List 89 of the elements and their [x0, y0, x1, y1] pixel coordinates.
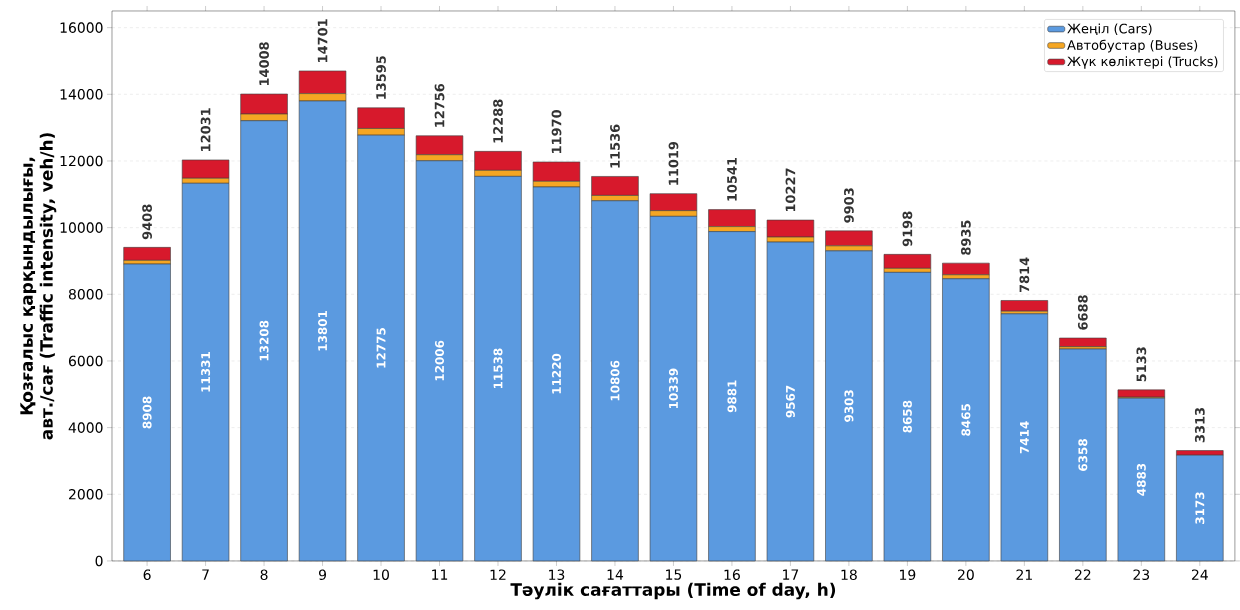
- data-label: 6358: [1078, 439, 1088, 471]
- y-tick-label: 16000: [60, 22, 103, 33]
- x-tick-label: 20: [958, 569, 974, 581]
- x-tick-label: 13: [549, 569, 565, 581]
- x-tick-label: 9: [318, 569, 326, 581]
- total-label: 11019: [668, 141, 679, 185]
- total-label: 10227: [785, 168, 796, 212]
- y-axis-title: Қозғалыс қарқындылығы, авт./сағ (Traffic intensity, veh/h): [20, 133, 57, 440]
- total-label: 12288: [493, 99, 503, 143]
- y-tick-label: 10000: [60, 222, 103, 233]
- total-label: 10541: [727, 157, 737, 201]
- y-tick-label: 2000: [69, 489, 103, 500]
- x-tick-label: 6: [143, 569, 151, 581]
- x-tick-label: 23: [1133, 569, 1150, 581]
- legend-label: Автобустар (Buses): [1067, 39, 1198, 53]
- x-tick-label: 18: [841, 569, 857, 581]
- data-label: 11331: [201, 352, 211, 392]
- bar: [415, 135, 464, 156]
- data-label: 8658: [902, 400, 912, 433]
- data-label: 10806: [610, 360, 620, 401]
- bar: [883, 254, 932, 269]
- bar: [708, 209, 756, 227]
- data-label: 11538: [493, 348, 503, 389]
- legend-label: Жүк көліктері (Trucks): [1067, 56, 1218, 69]
- data-label: 7414: [1020, 421, 1029, 454]
- data-label: 8465: [961, 404, 971, 436]
- x-tick-label: 10: [373, 569, 389, 581]
- x-tick-label: 15: [666, 569, 682, 580]
- x-tick-label: 12: [490, 569, 506, 580]
- y-tick-label: 4000: [68, 422, 103, 433]
- bar: [942, 278, 990, 562]
- data-label: 3173: [1195, 492, 1205, 524]
- x-tick-label: 22: [1074, 569, 1091, 580]
- x-tick-label: 11: [432, 569, 448, 580]
- y-tick-label: 14000: [60, 89, 103, 100]
- total-label: 3313: [1194, 408, 1205, 443]
- data-label: 9881: [727, 380, 737, 413]
- bar: [1059, 337, 1107, 348]
- bar: [123, 263, 171, 562]
- bar: [591, 176, 639, 196]
- bar: [532, 161, 581, 182]
- bar: [766, 219, 815, 238]
- bar: [181, 159, 230, 179]
- total-label: 12031: [200, 108, 211, 151]
- total-label: 5133: [1136, 347, 1147, 382]
- data-label: 13801: [318, 310, 328, 351]
- total-label: 8935: [960, 220, 971, 255]
- total-label: 6688: [1077, 295, 1088, 330]
- bar: [883, 272, 932, 562]
- data-label: 13208: [259, 320, 269, 361]
- y-tick-label: 0: [95, 555, 103, 567]
- data-label: 12006: [434, 340, 445, 381]
- total-label: 14701: [317, 19, 328, 62]
- x-tick-label: 17: [783, 569, 799, 580]
- x-tick-label: 21: [1016, 569, 1032, 580]
- total-label: 11536: [610, 124, 620, 168]
- data-label: 9303: [844, 390, 854, 422]
- data-label: 12775: [376, 328, 386, 368]
- y-tick-label: 8000: [68, 289, 103, 300]
- y-tick-label: 12000: [60, 155, 103, 167]
- total-label: 9198: [902, 211, 913, 247]
- data-label: 10339: [668, 368, 678, 409]
- total-label: 13595: [376, 56, 386, 99]
- bar: [1000, 313, 1049, 562]
- total-label: 9903: [844, 188, 854, 223]
- total-label: 9408: [142, 204, 152, 240]
- bar: [825, 230, 873, 247]
- total-label: 14008: [259, 42, 269, 86]
- data-label: 11220: [551, 353, 562, 394]
- legend-label: Жеңіл (Cars): [1067, 23, 1152, 36]
- x-axis-title: Тәулік сағаттары (Time of day, h): [510, 582, 836, 600]
- total-label: 12756: [434, 83, 445, 127]
- x-tick-label: 16: [724, 569, 740, 581]
- total-label: 11970: [551, 110, 562, 154]
- bar: [942, 262, 990, 276]
- bar: [123, 247, 171, 261]
- data-label: 9567: [785, 385, 795, 418]
- x-tick-label: 19: [900, 569, 916, 581]
- total-label: 7814: [1019, 257, 1030, 293]
- x-tick-label: 8: [260, 569, 268, 581]
- x-tick-label: 14: [607, 569, 624, 580]
- bar: [1059, 348, 1107, 562]
- bar: [1000, 300, 1049, 312]
- data-label: 4883: [1136, 463, 1146, 496]
- y-tick-label: 6000: [68, 355, 103, 367]
- data-label: 8908: [142, 396, 152, 429]
- x-tick-label: 24: [1191, 569, 1208, 580]
- bar: [1176, 454, 1224, 562]
- x-tick-label: 7: [202, 569, 209, 580]
